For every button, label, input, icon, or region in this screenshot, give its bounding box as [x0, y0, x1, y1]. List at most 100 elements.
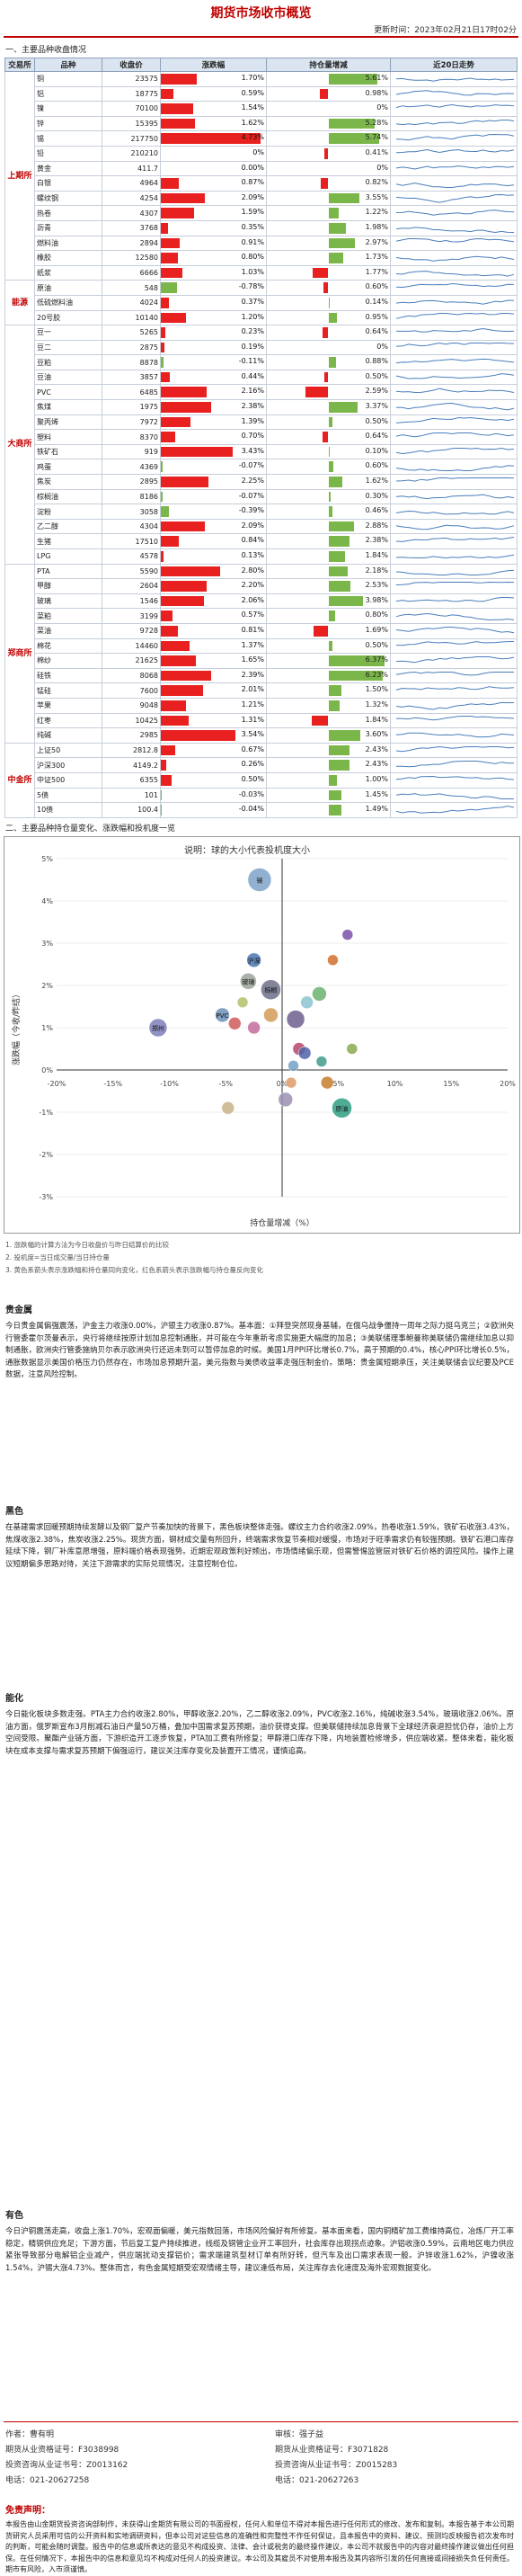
change-cell: 1.62%: [160, 115, 267, 132]
change-cell: -0.07%: [160, 459, 267, 476]
trend-sparkline: [390, 802, 518, 818]
bubble-point: [346, 1043, 358, 1055]
position-value: 2.43%: [365, 760, 388, 769]
change-cell: 0.70%: [160, 429, 267, 445]
trend-sparkline: [390, 787, 518, 804]
position-bar: [328, 744, 350, 756]
close-price: 1546: [102, 593, 161, 610]
table-header-row: 交易所 品种 收盘价 涨跌幅 持仓量增减 近20日走势: [4, 58, 518, 72]
change-bar: [161, 342, 165, 353]
position-bar: [328, 595, 364, 607]
position-cell: 6.37%: [266, 653, 391, 669]
sparkline: [395, 477, 515, 482]
table-row: 能源 原油 548 -0.78% 0.60%: [4, 280, 518, 326]
position-bar: [324, 147, 329, 159]
disclaimer-text: 本报告由山金期货投资咨询部制作，未获得山金期货有限公司的书面授权，任何人和单位不…: [5, 2520, 514, 2573]
position-value: 0%: [376, 163, 388, 172]
sparkline: [395, 193, 515, 203]
change-cell: 0.37%: [160, 294, 267, 311]
change-value: 1.59%: [241, 208, 264, 217]
change-bar: [161, 267, 183, 279]
change-bar: [161, 760, 167, 771]
position-bar: [328, 655, 385, 666]
change-cell: 0.35%: [160, 219, 267, 236]
bubble-point: [312, 986, 327, 1002]
col-change: 涨跌幅: [160, 58, 267, 72]
product-name: 塑料: [34, 429, 102, 445]
table-row: 菜油 9728 0.81% 1.69%: [5, 622, 518, 639]
position-cell: 1.84%: [266, 712, 391, 729]
table-row: 鸡蛋 4369 -0.07% 0.60%: [5, 459, 518, 476]
position-value: 0.98%: [365, 88, 388, 97]
position-bar: [305, 387, 329, 398]
sparkline: [395, 775, 515, 780]
exchange-cell: 大商所: [4, 325, 35, 565]
change-bar: [161, 416, 190, 428]
change-bar: [161, 357, 164, 368]
close-price: 2875: [102, 339, 161, 356]
product-name: 淀粉: [34, 504, 102, 520]
close-price: 23575: [102, 71, 161, 87]
change-cell: 2.20%: [160, 578, 267, 594]
position-cell: 0.10%: [266, 443, 391, 460]
table-row: 螺纹钢 4254 2.09% 3.55%: [5, 190, 518, 207]
close-price: 5265: [102, 325, 161, 341]
position-value: 1.69%: [365, 625, 388, 634]
y-tick-label: 5%: [41, 855, 53, 863]
bubble-point: [315, 1056, 328, 1067]
change-cell: -0.78%: [160, 280, 267, 296]
trend-sparkline: [390, 727, 518, 744]
product-name: 镍: [34, 101, 102, 117]
change-cell: 3.43%: [160, 443, 267, 460]
close-price: 210210: [102, 145, 161, 162]
product-name: LPG: [34, 548, 102, 565]
product-name: 橡胶: [34, 250, 102, 266]
sparkline: [395, 701, 515, 710]
bubble-point: [148, 1018, 168, 1038]
section-1-title: 一、主要品种收盘情况: [5, 46, 87, 55]
quote-table: 交易所 品种 收盘价 涨跌幅 持仓量增减 近20日走势 上期所铜 23575 1.7…: [4, 58, 518, 818]
close-price: 4369: [102, 459, 161, 476]
section-nonferrous: 有色 今日沪铜震荡走高，收盘上涨1.70%，宏观面偏暖，美元指数回落，市场风险偏…: [5, 2207, 514, 2275]
exchange-cell: 能源: [4, 280, 35, 326]
change-value: 1.20%: [241, 312, 264, 321]
bubble-point: [320, 1075, 334, 1090]
change-bar: [161, 477, 208, 487]
product-name: 锌: [34, 115, 102, 132]
table-row: 上期所铜 23575 1.70% 5.61%: [4, 70, 518, 281]
y-tick-label: 1%: [41, 1024, 53, 1032]
author-phone: 电话：021-20627258: [5, 2476, 90, 2485]
sparkline: [396, 761, 514, 768]
sparkline: [395, 641, 515, 646]
chart-note-3: 3. 黄色系箭头表示涨跌幅和持仓量同向变化，红色系箭头表示涨跌幅与持仓量反向变化: [5, 1266, 264, 1274]
change-value: 1.54%: [241, 103, 264, 112]
close-price: 18775: [102, 85, 161, 103]
close-price: 8068: [102, 667, 161, 684]
change-cell: 0.59%: [160, 85, 267, 103]
table-row: 白银 4964 0.87% 0.82%: [5, 175, 518, 192]
change-cell: 0.67%: [160, 742, 267, 759]
position-cell: 0.64%: [266, 429, 391, 445]
sparkline: [395, 343, 515, 348]
table-row: 铁矿石 919 3.43% 0.10%: [5, 443, 518, 460]
x-tick-label: -20%: [48, 1080, 66, 1088]
change-cell: 2.39%: [160, 667, 267, 684]
position-value: 0.46%: [365, 506, 388, 515]
table-row: 铝 18775 0.59% 0.98%: [5, 85, 518, 103]
position-value: 2.97%: [365, 237, 388, 246]
close-price: 101: [102, 787, 161, 804]
position-cell: 3.60%: [266, 727, 391, 744]
sparkline: [395, 372, 515, 379]
change-value: 0.13%: [241, 551, 264, 559]
close-price: 21625: [102, 653, 161, 669]
close-price: 2895: [102, 474, 161, 490]
section-precious-metals: 贵金属 今日贵金属偏强震荡，沪金主力收涨0.00%，沪银主力收涨0.87%。基本…: [5, 1302, 514, 1382]
bubble-label: 锡: [256, 877, 262, 885]
product-name: 乙二醇: [34, 518, 102, 535]
trend-sparkline: [390, 682, 518, 699]
change-value: 0.50%: [241, 774, 264, 783]
position-value: 0.64%: [365, 327, 388, 336]
close-price: 2985: [102, 727, 161, 744]
trend-sparkline: [390, 71, 518, 87]
position-cell: 2.43%: [266, 757, 391, 773]
